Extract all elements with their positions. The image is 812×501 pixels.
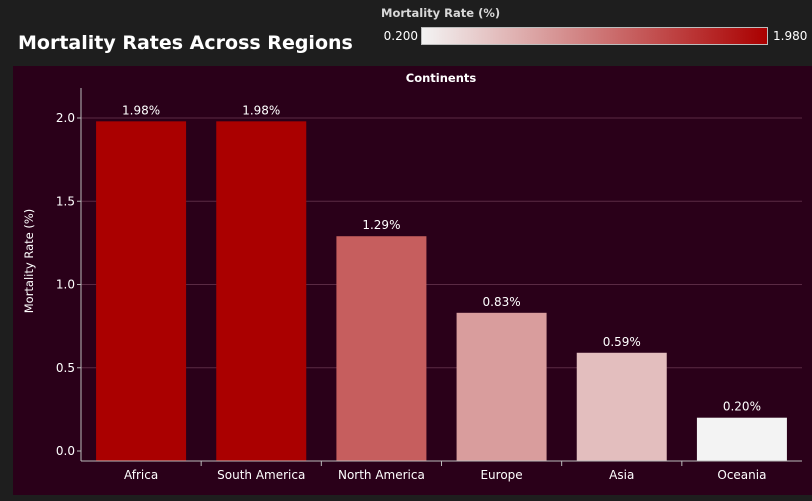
page-title: Mortality Rates Across Regions [18,32,353,54]
bar-africa[interactable] [96,121,187,461]
gridlines [81,117,802,369]
data-label: 0.83% [483,295,521,309]
x-axis: Africa South America North America Europe As… [81,460,802,482]
legend-title: Mortality Rate (%) [381,6,501,20]
chart-header: Continents [406,71,477,85]
x-tick-label: South America [217,468,305,482]
x-tick-label: Africa [124,468,158,482]
legend-max-label: 1.980 [773,29,808,43]
data-label: 0.20% [723,400,761,414]
y-tick-label: 0.0 [56,444,75,458]
y-axis: 0.0 0.5 1.0 1.5 2.0 [56,88,82,461]
legend-gradient-bar [421,27,768,45]
bar-europe[interactable] [456,312,547,461]
chart-panel: Continents 0.0 0.5 1.0 1.5 2.0 1.98% 1.98% 1.2… [13,66,812,495]
legend-min-label: 0.200 [383,29,418,43]
bar-chart: Continents 0.0 0.5 1.0 1.5 2.0 1.98% 1.98% 1.2… [13,66,812,495]
x-tick-label: North America [338,468,425,482]
data-label: 1.98% [242,103,280,117]
y-tick-label: 1.0 [56,278,75,292]
bar-asia[interactable] [576,352,667,461]
data-label: 1.29% [362,218,400,232]
bars [96,121,787,461]
bar-south-america[interactable] [216,121,307,461]
data-labels: 1.98% 1.98% 1.29% 0.83% 0.59% 0.20% [122,103,761,413]
x-tick-label: Oceania [717,468,766,482]
bar-north-america[interactable] [336,236,427,461]
data-label: 1.98% [122,103,160,117]
bar-oceania[interactable] [696,417,787,461]
y-tick-label: 0.5 [56,361,75,375]
data-label: 0.59% [603,335,641,349]
y-tick-label: 1.5 [56,194,75,208]
y-tick-label: 2.0 [56,111,75,125]
x-tick-label: Asia [609,468,634,482]
x-tick-label: Europe [480,468,522,482]
y-axis-title: Mortality Rate (%) [22,209,36,314]
